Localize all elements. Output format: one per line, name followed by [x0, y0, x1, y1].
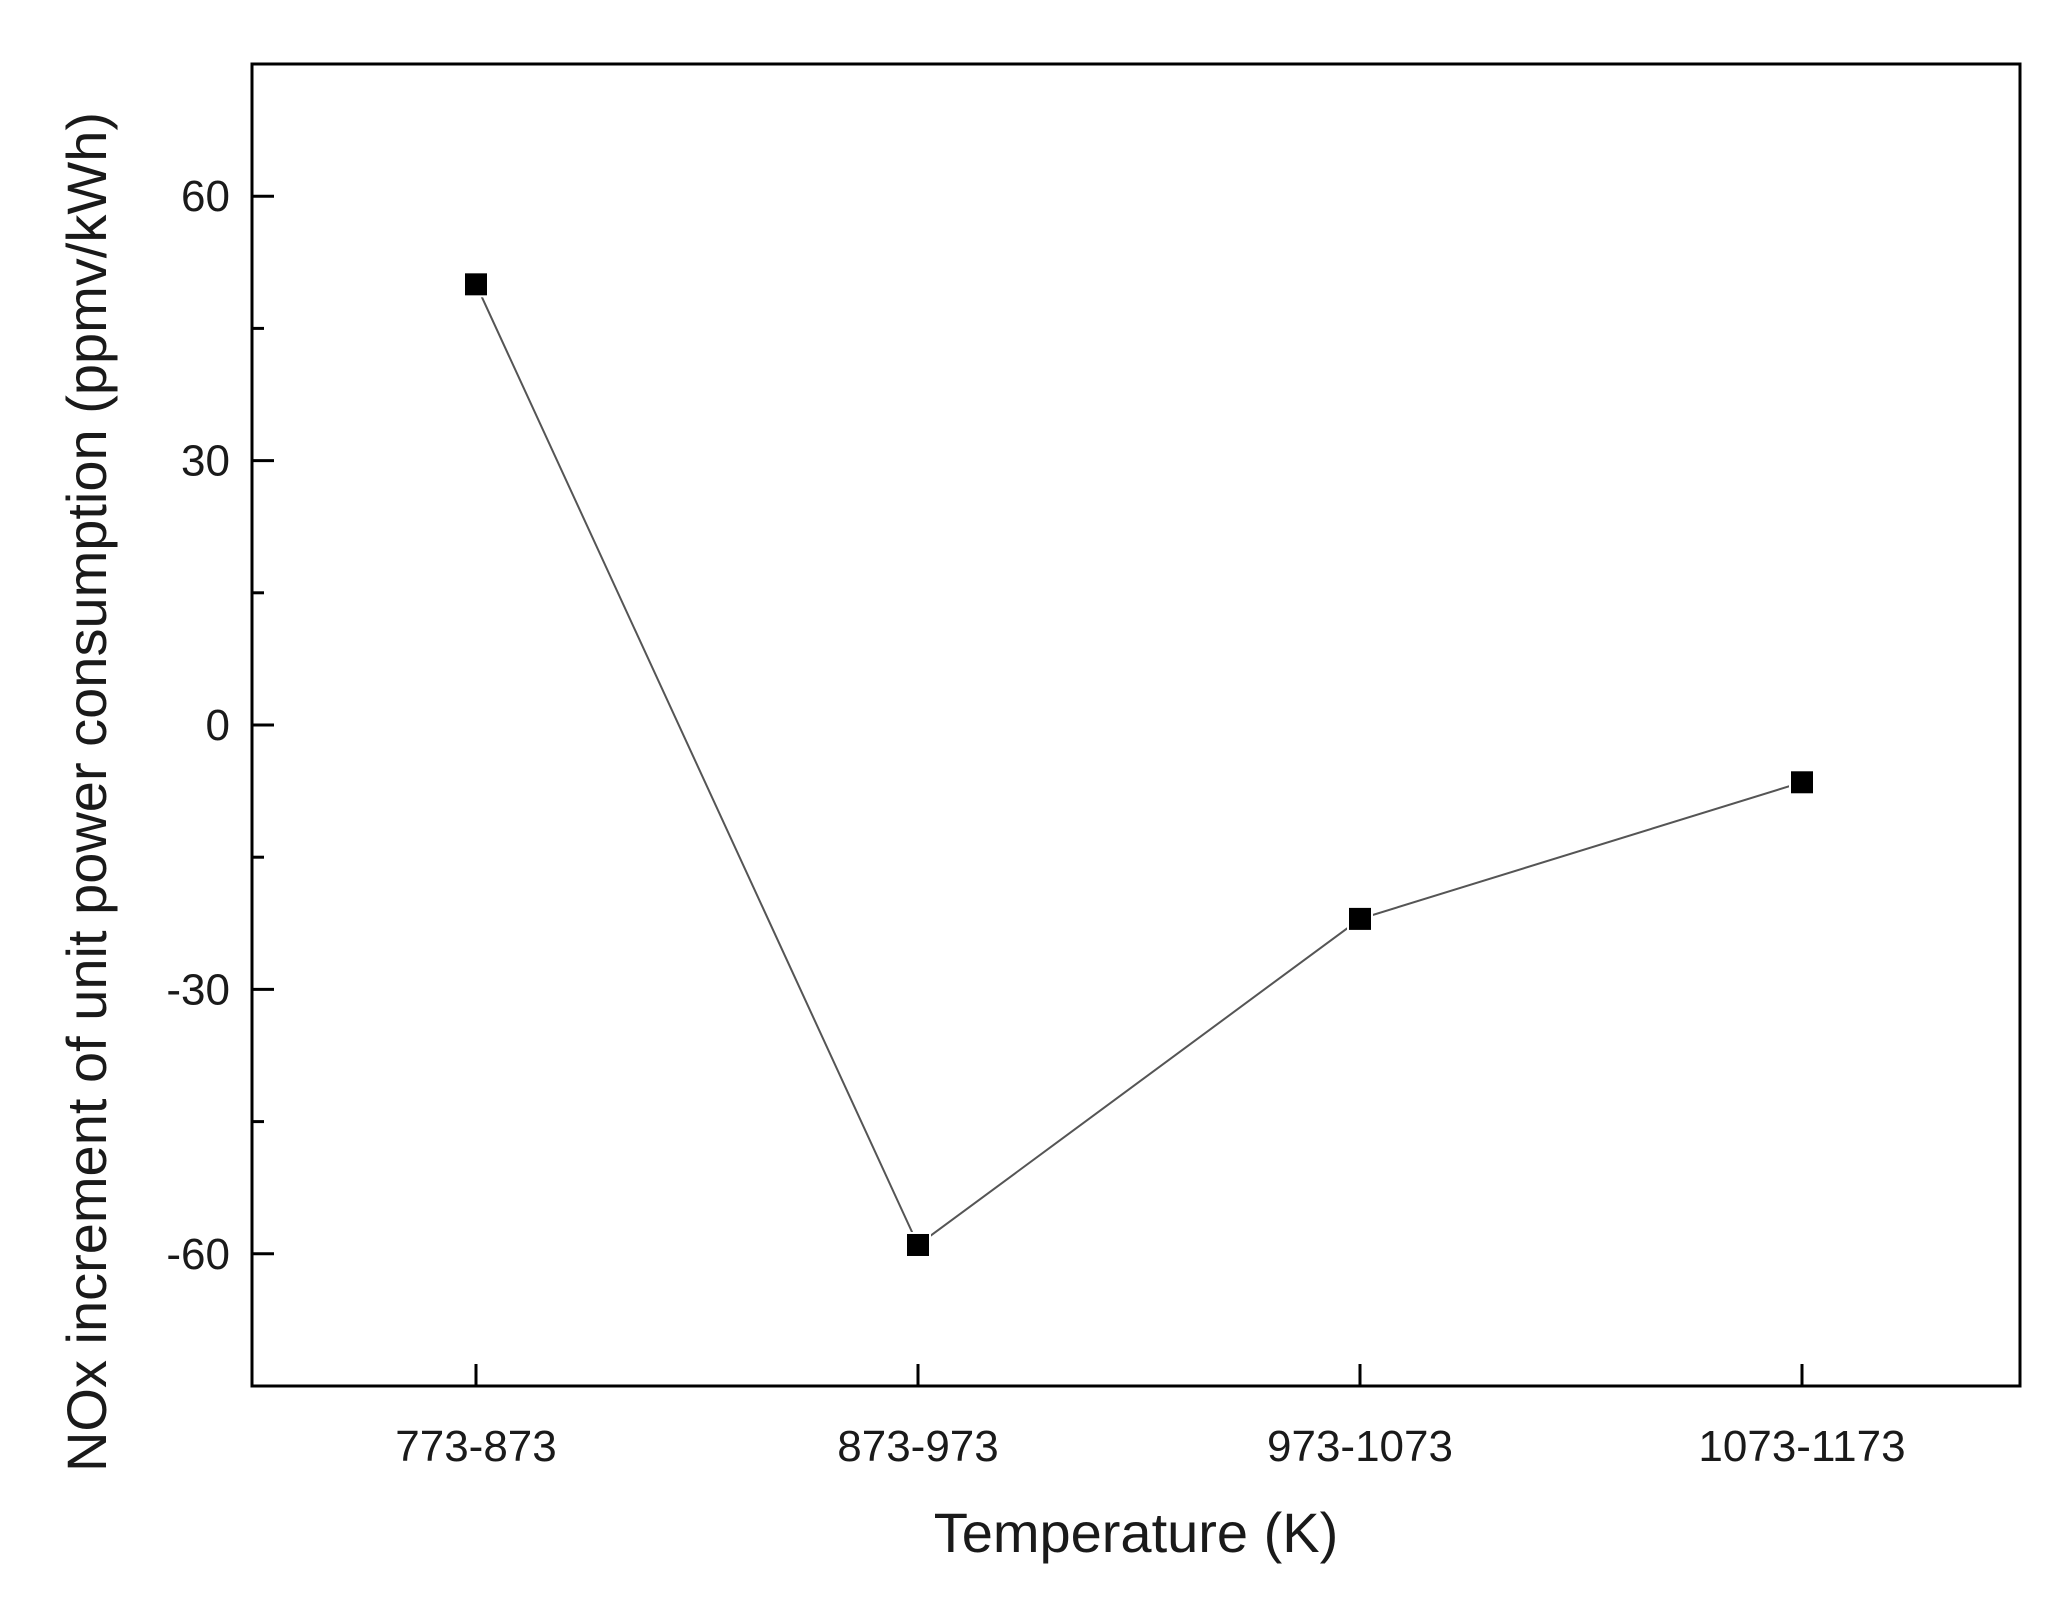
x-tick-label: 873-973: [837, 1422, 998, 1471]
data-point-marker: [905, 1231, 931, 1258]
data-point-marker: [1347, 905, 1373, 932]
y-tick-label: 30: [181, 437, 230, 486]
series-line: [475, 283, 1803, 1247]
x-axis-ticks: 773-873 873-973 973-1073 1073-1173: [395, 1364, 1906, 1471]
plot-frame: [250, 62, 2022, 1388]
y-axis-ticks: -60 -30 0 30 60: [166, 172, 274, 1279]
data-point-marker: [463, 271, 489, 298]
y-tick-label: -60: [166, 1230, 230, 1279]
x-tick-label: 1073-1173: [1698, 1422, 1905, 1471]
y-tick-label: 60: [181, 172, 230, 221]
series-group: [463, 271, 1815, 1258]
x-axis-title: Temperature (K): [934, 1501, 1339, 1564]
y-axis-title: NOx increment of unit power consumption …: [55, 112, 118, 1472]
data-point-marker: [1789, 769, 1815, 796]
x-tick-label: 973-1073: [1267, 1422, 1453, 1471]
x-tick-label: 773-873: [395, 1422, 556, 1471]
y-tick-label: 0: [206, 701, 230, 750]
y-tick-label: -30: [166, 965, 230, 1014]
